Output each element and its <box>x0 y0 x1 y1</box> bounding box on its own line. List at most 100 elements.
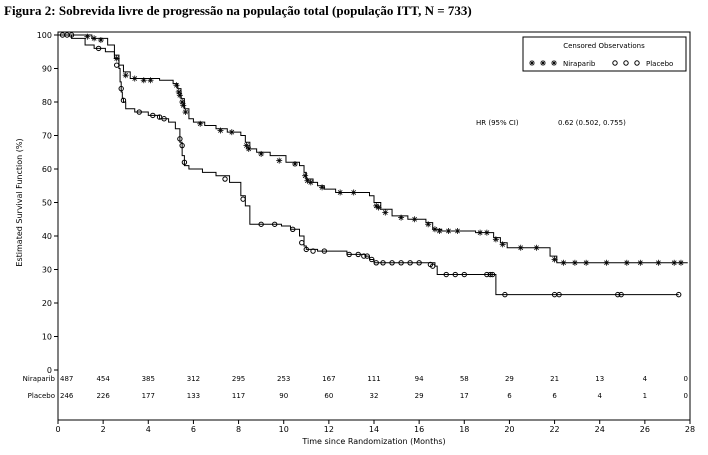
placebo-censor-mark <box>355 251 361 258</box>
niraparib-censor-mark <box>499 241 506 248</box>
placebo-censor-mark <box>240 196 246 202</box>
risk-count: 29 <box>505 375 514 383</box>
placebo-censor-mark <box>181 159 188 166</box>
risk-row-label-placebo: Placebo <box>28 392 55 400</box>
x-tick-label: 6 <box>191 425 196 434</box>
legend-title: Censored Observations <box>563 42 645 50</box>
niraparib-censor-mark <box>431 226 438 233</box>
y-tick-label: 30 <box>42 266 52 275</box>
risk-count: 133 <box>187 392 200 400</box>
risk-count: 177 <box>142 392 155 400</box>
risk-count: 94 <box>415 375 424 383</box>
placebo-censor-mark <box>502 291 508 298</box>
placebo-censor-mark <box>222 176 228 182</box>
niraparib-censor-mark <box>637 259 644 266</box>
risk-count: 454 <box>96 375 110 383</box>
risk-row-label-niraparib: Niraparib <box>23 375 56 383</box>
placebo-censor-mark <box>398 260 404 266</box>
niraparib-censor-mark <box>454 227 461 234</box>
risk-count: 21 <box>550 375 559 383</box>
niraparib-censor-mark <box>623 259 630 266</box>
niraparib-censor-mark <box>319 184 326 191</box>
placebo-censor-mark <box>346 251 352 258</box>
niraparib-censor-mark <box>655 259 662 266</box>
niraparib-censor-mark <box>477 229 484 236</box>
niraparib-censor-mark <box>533 244 540 251</box>
x-tick-label: 16 <box>414 425 424 434</box>
x-tick-label: 4 <box>146 425 151 434</box>
risk-count: 0 <box>684 375 688 383</box>
x-tick-label: 22 <box>549 425 559 434</box>
placebo-curve <box>58 34 679 296</box>
niraparib-censor-mark <box>276 157 283 164</box>
x-tick-label: 26 <box>640 425 650 434</box>
y-tick-label: 60 <box>42 165 52 174</box>
placebo-censor-mark <box>177 136 183 142</box>
placebo-censor-mark <box>407 260 413 266</box>
niraparib-censor-mark <box>131 75 138 82</box>
legend-items: Niraparib Placebo <box>529 60 673 68</box>
legend-niraparib-marker <box>540 60 546 66</box>
niraparib-censor-mark <box>307 179 314 186</box>
placebo-censor-mark <box>389 260 395 266</box>
x-tick-label: 14 <box>369 425 379 434</box>
niraparib-censor-mark <box>84 33 91 40</box>
niraparib-censor-mark <box>91 35 98 42</box>
legend-placebo-label: Placebo <box>646 60 673 68</box>
niraparib-censor-mark <box>382 209 389 216</box>
niraparib-censor-mark <box>245 145 252 152</box>
niraparib-censor-mark <box>197 120 204 127</box>
niraparib-censor-mark <box>350 189 357 196</box>
placebo-censor-mark <box>429 263 436 269</box>
placebo-censor-mark <box>258 221 264 227</box>
x-tick-label: 8 <box>236 425 241 434</box>
niraparib-censor-mark <box>560 259 567 266</box>
risk-count: 32 <box>370 392 379 400</box>
placebo-censor-mark <box>364 253 370 259</box>
niraparib-censor-mark <box>551 256 558 263</box>
placebo-censor-mark <box>95 45 102 52</box>
niraparib-censor-mark <box>182 109 189 116</box>
niraparib-censor-mark <box>176 92 183 99</box>
plot-frame <box>57 31 691 421</box>
x-tick-label: 12 <box>324 425 334 434</box>
niraparib-censor-mark <box>671 259 678 266</box>
y-tick-label: 80 <box>42 98 52 107</box>
x-tick-label: 20 <box>504 425 514 434</box>
placebo-censor-mark <box>380 260 386 266</box>
placebo-censor-mark <box>487 271 493 278</box>
placebo-censor-mark <box>68 32 75 38</box>
risk-count: 385 <box>142 375 155 383</box>
risk-count: 111 <box>367 375 380 383</box>
risk-count: 90 <box>279 392 288 400</box>
y-axis-title: Estimated Survival Function (%) <box>15 138 24 266</box>
niraparib-censor-mark <box>375 204 382 211</box>
hr-label: HR (95% CI) <box>476 119 519 127</box>
placebo-censor-mark <box>156 114 163 120</box>
placebo-censor-mark <box>161 116 167 122</box>
niraparib-censor-mark <box>140 77 147 84</box>
risk-count: 0 <box>684 392 688 400</box>
niraparib-censor-mark <box>228 129 235 136</box>
niraparib-censor-mark <box>436 227 443 234</box>
placebo-censor-mark <box>676 291 682 298</box>
y-tick-label: 90 <box>42 65 52 74</box>
niraparib-censor-mark <box>603 259 610 266</box>
x-tick-label: 28 <box>685 425 695 434</box>
placebo-censor-mark <box>361 253 367 259</box>
legend-box <box>522 36 687 72</box>
legend-niraparib-marker <box>551 60 557 66</box>
risk-count: 60 <box>324 392 333 400</box>
risk-count: 6 <box>507 392 512 400</box>
risk-count: 167 <box>322 375 335 383</box>
placebo-censor-mark <box>489 271 496 278</box>
y-tick-label: 10 <box>42 333 52 342</box>
placebo-censor-mark <box>179 142 185 149</box>
risk-count: 4 <box>597 392 602 400</box>
niraparib-censor-mark <box>97 37 104 44</box>
risk-count: 58 <box>460 375 469 383</box>
niraparib-censor-mark <box>517 244 524 251</box>
placebo-censor-mark <box>118 85 124 92</box>
y-tick-label: 70 <box>42 132 52 141</box>
